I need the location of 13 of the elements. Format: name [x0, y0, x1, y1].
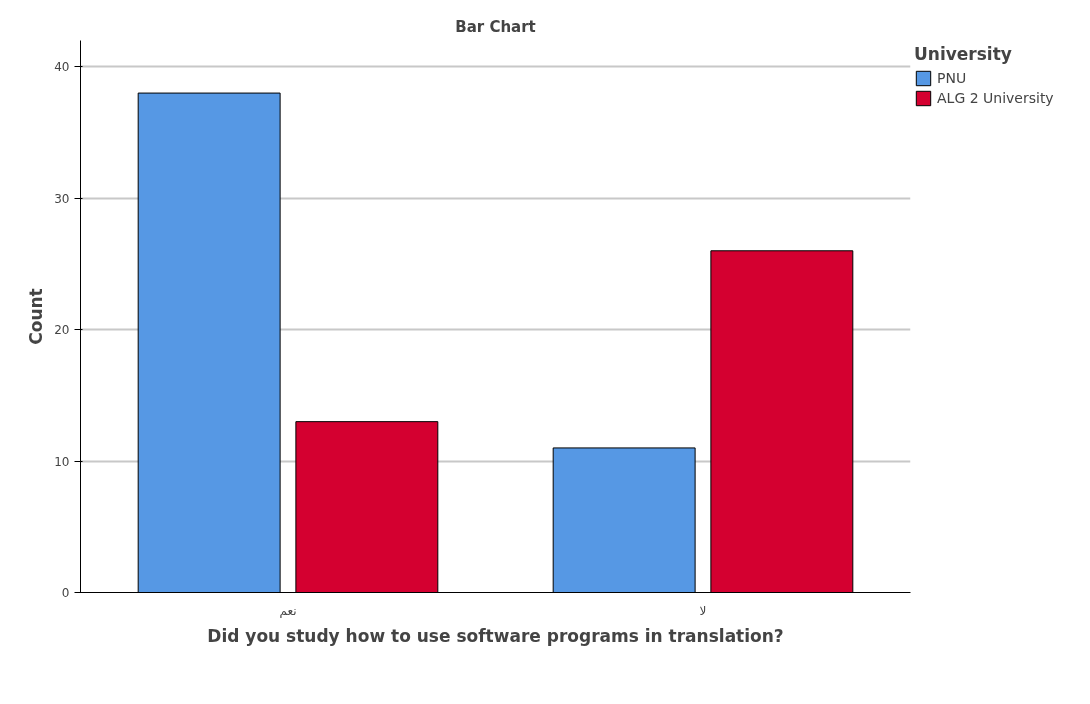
legend-label: PNU — [937, 70, 967, 86]
x-axis-title: Did you study how to use software programs in translation? — [207, 625, 784, 646]
x-tick-label: لا — [699, 603, 707, 618]
x-tick-label: نعم — [279, 603, 297, 618]
y-tick-label: 40 — [54, 60, 70, 75]
y-tick-label: 30 — [54, 191, 70, 206]
legend-title: University — [914, 44, 1013, 64]
y-axis-title: Count — [26, 288, 47, 345]
y-tick-label: 20 — [54, 323, 70, 338]
legend-label: ALG 2 University — [937, 90, 1054, 106]
y-tick-label: 0 — [61, 586, 70, 600]
y-tick-label: 10 — [54, 454, 70, 469]
chart-title: Bar Chart — [455, 17, 536, 36]
